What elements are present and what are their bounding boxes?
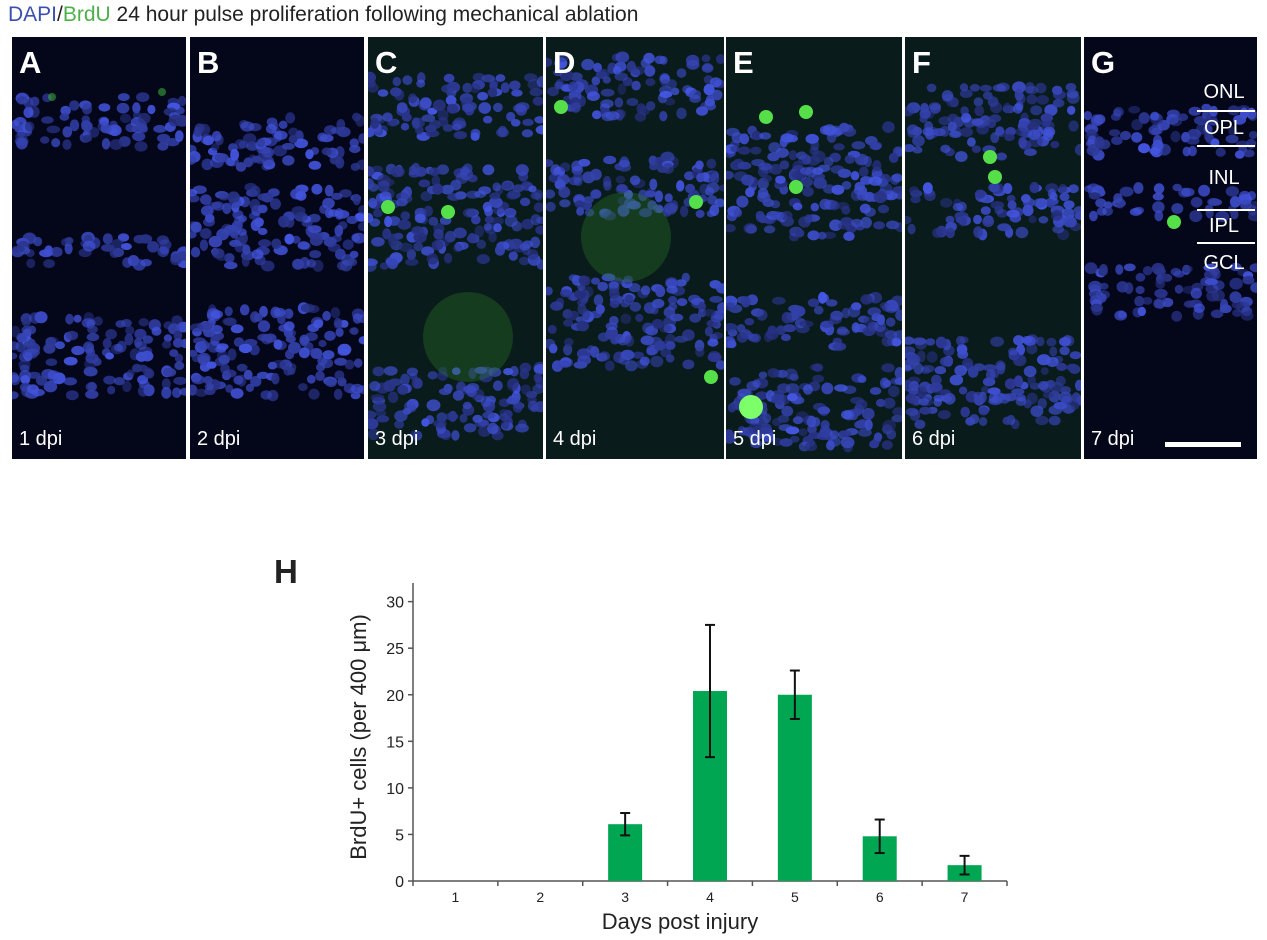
title-brdu: BrdU xyxy=(62,3,111,26)
micrograph-image xyxy=(190,112,364,402)
title-slash: / xyxy=(57,3,63,26)
layer-divider-line xyxy=(1197,242,1255,244)
panel-letter: A xyxy=(19,45,42,80)
y-tick-label: 15 xyxy=(386,734,404,751)
micrograph-panel-e: E 5 dpi xyxy=(726,37,902,459)
scale-bar xyxy=(1165,442,1241,447)
panel-dpi-label: 6 dpi xyxy=(912,428,956,450)
micrograph-image xyxy=(368,37,543,459)
figure-title: DAPI/BrdU 24 hour pulse proliferation fo… xyxy=(8,3,638,27)
x-tick-label: 3 xyxy=(621,889,629,905)
panel-letter: B xyxy=(197,45,220,80)
x-axis-label: Days post injury xyxy=(602,909,759,934)
y-tick-label: 10 xyxy=(386,781,404,798)
x-tick-label: 1 xyxy=(452,889,460,905)
x-tick-label: 2 xyxy=(536,889,544,905)
x-tick-label: 4 xyxy=(706,889,714,905)
micrograph-image xyxy=(546,37,724,459)
y-tick-label: 20 xyxy=(386,688,404,705)
micrograph-image xyxy=(1084,103,1257,322)
micrograph-panels: A 1 dpi B 2 dpi C 3 dpi D 4 dpi E 5 dpi F 6 dpi G 7 d… xyxy=(12,37,1257,459)
layer-label-opl: OPL xyxy=(1203,117,1245,139)
micrograph-panel-f: F 6 dpi xyxy=(905,37,1081,459)
x-tick-label: 6 xyxy=(876,889,884,905)
y-tick-label: 30 xyxy=(386,595,404,612)
x-tick-label: 5 xyxy=(791,889,799,905)
micrograph-panel-d: D 4 dpi xyxy=(546,37,724,459)
micrograph-panel-c: C 3 dpi xyxy=(368,37,543,459)
title-rest: 24 hour pulse proliferation following me… xyxy=(110,3,639,26)
title-dapi: DAPI xyxy=(8,3,58,26)
y-tick-label: 0 xyxy=(395,874,404,891)
layer-divider-line xyxy=(1197,110,1255,112)
panel-dpi-label: 1 dpi xyxy=(19,428,63,450)
bar-day-5 xyxy=(777,694,812,881)
panel-h-letter: H xyxy=(274,553,298,590)
panel-letter: D xyxy=(553,45,576,80)
micrograph-panel-b: B 2 dpi xyxy=(190,37,364,459)
micrograph-panel-a: A 1 dpi xyxy=(12,37,186,459)
layer-label-ipl: IPL xyxy=(1208,215,1240,237)
micrograph-image xyxy=(726,37,902,459)
panel-dpi-label: 3 dpi xyxy=(375,428,419,450)
micrograph-image xyxy=(905,37,1081,459)
layer-label-inl: INL xyxy=(1208,167,1240,189)
panel-dpi-label: 2 dpi xyxy=(197,428,241,450)
panel-dpi-label: 7 dpi xyxy=(1091,428,1135,450)
micrograph-image xyxy=(12,88,186,401)
panel-letter: C xyxy=(375,45,398,80)
panel-letter: F xyxy=(912,45,931,80)
x-tick-label: 7 xyxy=(961,889,969,905)
panel-dpi-label: 4 dpi xyxy=(553,428,597,450)
y-tick-label: 25 xyxy=(386,641,404,658)
micrograph-panel-g: G 7 dpi ONL OPL INL IPL GCL xyxy=(1084,37,1257,459)
panel-letter: E xyxy=(733,45,754,80)
layer-divider-line xyxy=(1197,145,1255,147)
y-axis-label: BrdU+ cells (per 400 μm) xyxy=(346,614,371,860)
y-tick-label: 5 xyxy=(395,827,404,844)
layer-label-onl: ONL xyxy=(1203,81,1245,103)
panel-letter: G xyxy=(1091,45,1116,80)
layer-label-gcl: GCL xyxy=(1203,252,1245,274)
layer-divider-line xyxy=(1197,209,1255,211)
panel-dpi-label: 5 dpi xyxy=(733,428,777,450)
